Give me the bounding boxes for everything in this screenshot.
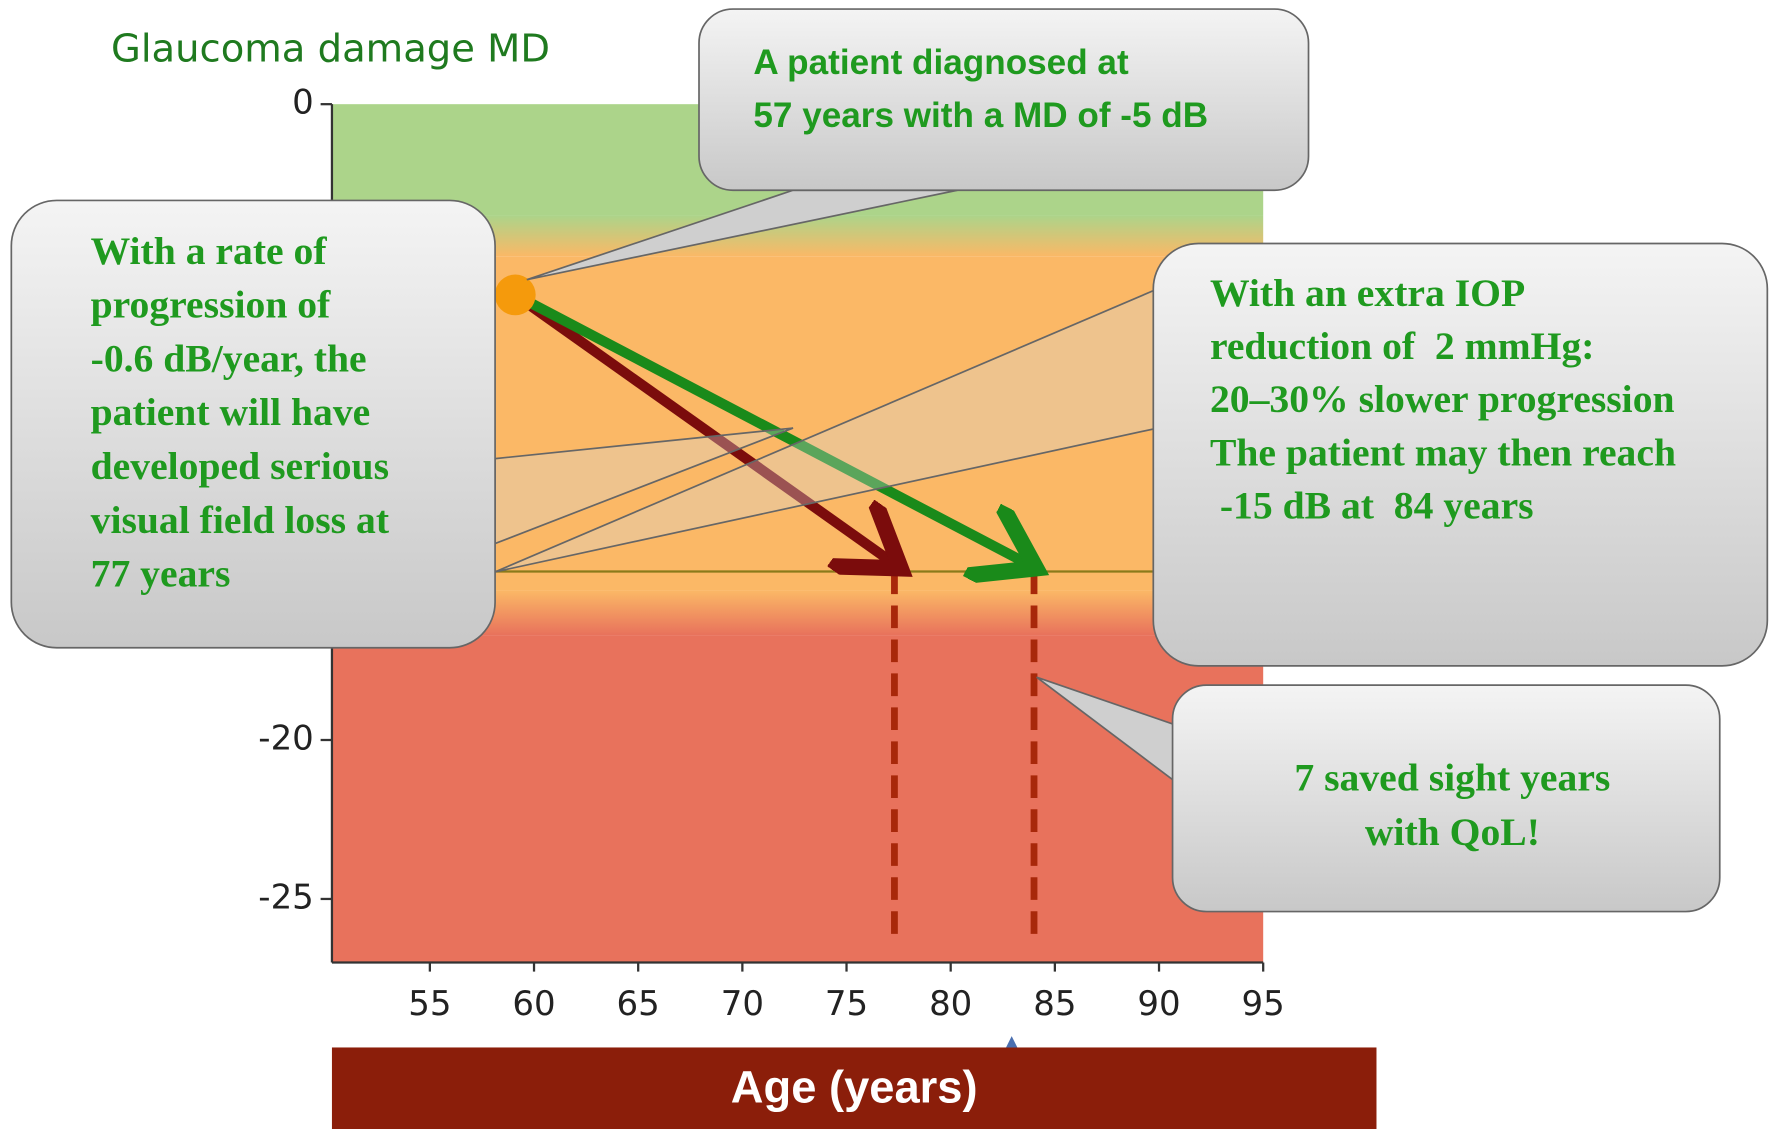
diagnosis-point <box>494 274 536 316</box>
x-tick-label: 60 <box>512 984 555 1024</box>
x-tick-label: 65 <box>617 984 660 1024</box>
y-tick-label: -20 <box>258 719 313 759</box>
zone <box>331 635 1264 963</box>
x-tick-label: 55 <box>408 984 451 1024</box>
x-tick-label: 70 <box>721 984 764 1024</box>
callout-box <box>698 8 1310 192</box>
x-tick-label: 95 <box>1242 984 1285 1024</box>
callout-box <box>10 199 496 649</box>
x-axis-label: Age (years) <box>731 1061 978 1112</box>
progression-arrow <box>512 290 1036 568</box>
annotation-text: developed serious <box>91 444 389 488</box>
annotation-text: patient will have <box>91 390 371 434</box>
x-tick-label: 80 <box>929 984 972 1024</box>
y-tick-label: -25 <box>258 877 313 917</box>
chart-title: Glaucoma damage MD <box>111 26 550 71</box>
marker <box>1006 1036 1018 1048</box>
annotation-text: A patient diagnosed at <box>753 43 1129 82</box>
annotation-text: 7 saved sight years <box>1294 755 1610 799</box>
y-tick-label: 0 <box>292 83 314 123</box>
callout-box <box>1171 684 1721 913</box>
callouts: A patient diagnosed at 57 years with a MD… <box>10 8 1769 913</box>
annotation-text: With an extra IOP <box>1210 271 1525 315</box>
annotation-text: reduction of 2 mmHg: <box>1210 324 1595 368</box>
progression-arrow <box>512 290 900 568</box>
annotation-text: progression of <box>91 283 331 327</box>
annotation-text: 57 years with a MD of -5 dB <box>753 96 1208 135</box>
x-label-bar <box>331 1047 1377 1129</box>
annotation-text: 20–30% slower progression <box>1210 377 1675 421</box>
x-tick-label: 85 <box>1033 984 1076 1024</box>
annotation-text: visual field loss at <box>91 498 390 542</box>
annotation-text: with QoL! <box>1365 810 1540 854</box>
x-tick-label: 90 <box>1137 984 1180 1024</box>
annotation-text: -15 dB at 84 years <box>1210 484 1534 528</box>
annotation-text: The patient may then reach <box>1210 430 1676 474</box>
annotation-text: -0.6 dB/year, the <box>91 336 367 380</box>
annotation-text: 77 years <box>91 552 231 596</box>
annotation-text: With a rate of <box>91 229 328 273</box>
x-tick-label: 75 <box>825 984 868 1024</box>
callout-box <box>1152 242 1769 667</box>
